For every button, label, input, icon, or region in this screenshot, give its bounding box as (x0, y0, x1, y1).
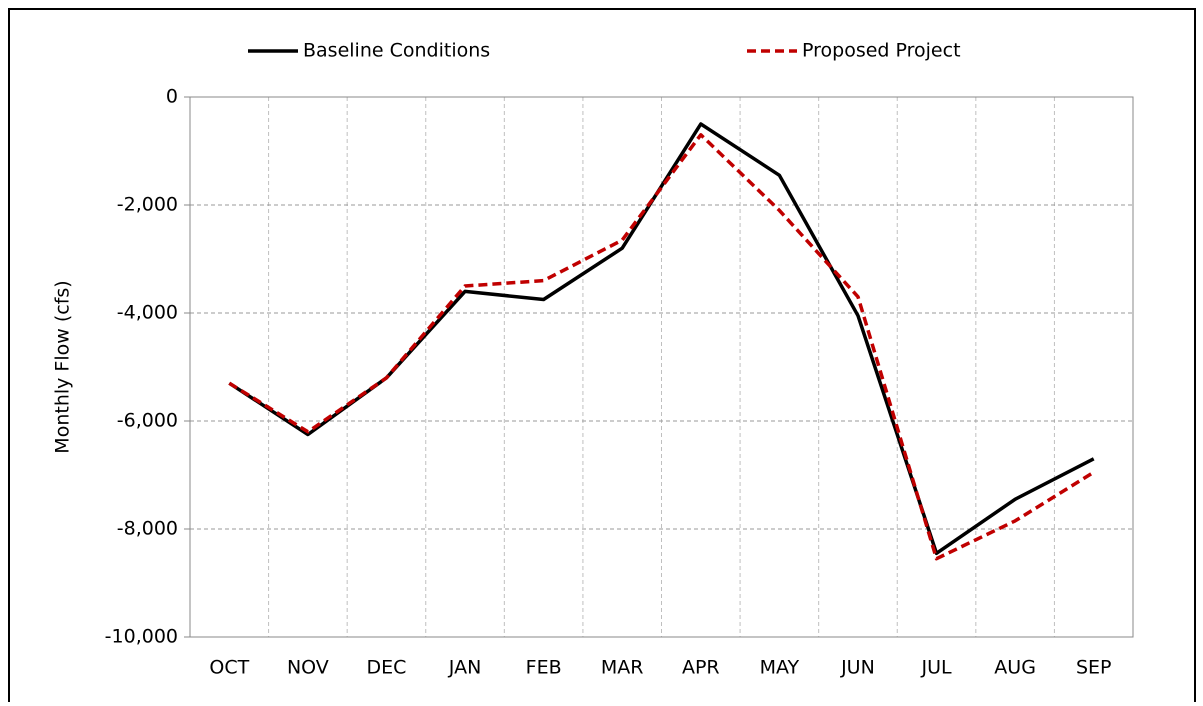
y-tick-label: -10,000 (105, 626, 178, 648)
legend-label: Baseline Conditions (303, 40, 490, 62)
series-line (228, 133, 1095, 561)
y-tick-label: -2,000 (117, 194, 178, 216)
x-tick-label: JUL (920, 657, 952, 679)
x-tick-label: JAN (448, 657, 481, 679)
x-tick-label: MAR (601, 657, 644, 679)
y-tick-label: -6,000 (117, 410, 178, 432)
y-axis-title: Monthly Flow (cfs) (52, 280, 74, 453)
x-tick-label: JUN (840, 657, 875, 679)
y-tick-label: -4,000 (117, 302, 178, 324)
x-tick-label: DEC (367, 657, 407, 679)
x-tick-label: AUG (994, 657, 1036, 679)
legend-label: Proposed Project (802, 40, 961, 62)
plot-border (189, 96, 1134, 638)
y-tick-label: -8,000 (117, 518, 178, 540)
x-tick-label: NOV (287, 657, 329, 679)
x-tick-label: FEB (526, 657, 562, 679)
x-tick-label: MAY (760, 657, 800, 679)
frame (8, 8, 1196, 706)
x-tick-label: OCT (209, 657, 249, 679)
x-tick-label: APR (682, 657, 720, 679)
y-tick-label: 0 (166, 86, 178, 108)
x-tick-label: SEP (1076, 657, 1112, 679)
